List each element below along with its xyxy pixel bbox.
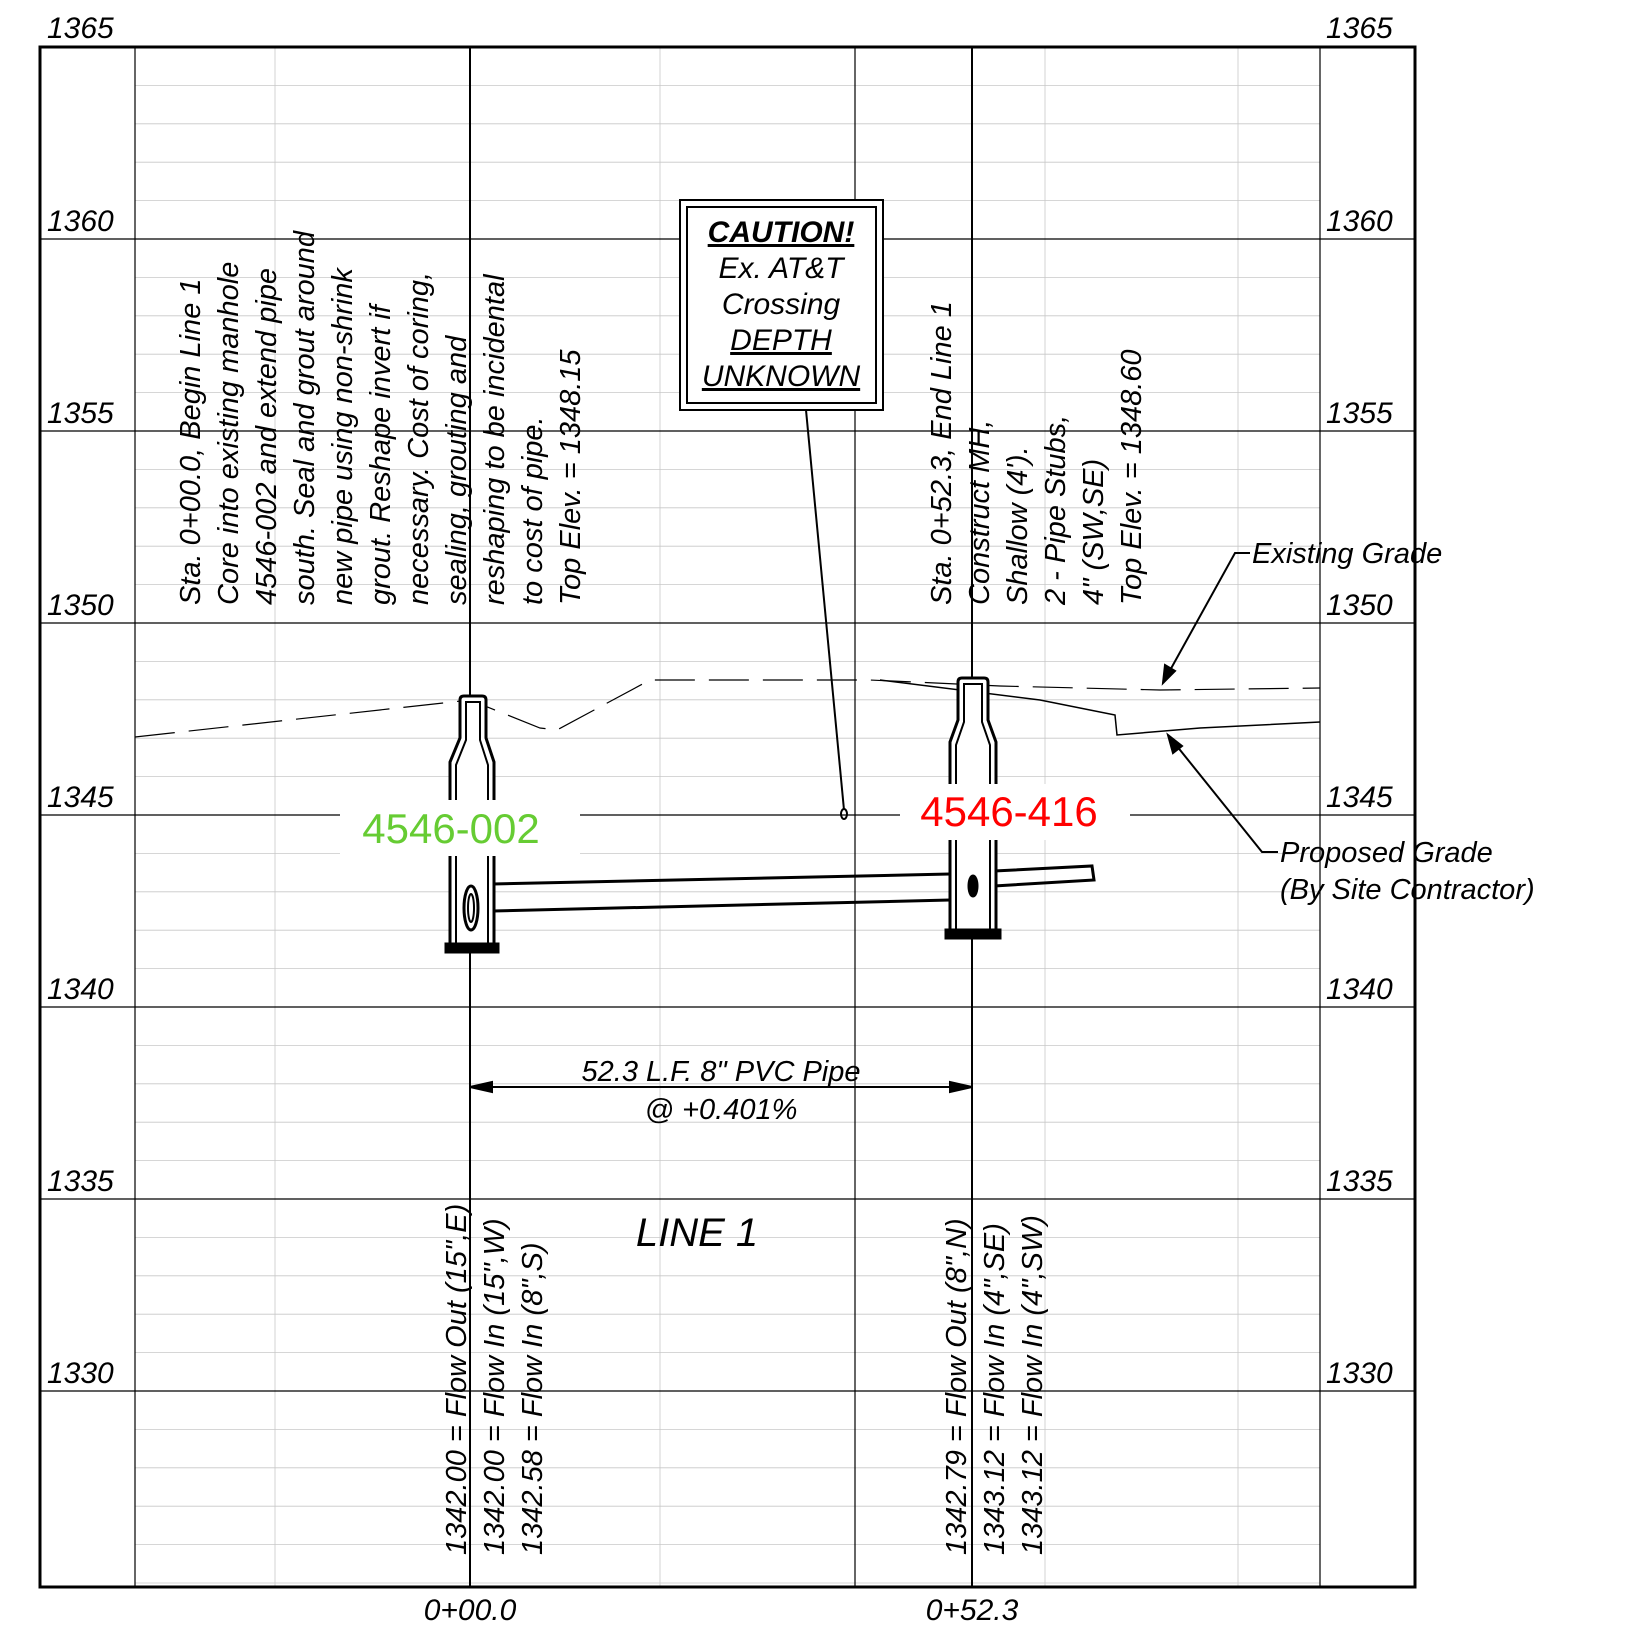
caution-title: CAUTION! [708,216,855,249]
elev-label-right-1350: 1350 [1326,589,1393,622]
end-note-line: Construct MH, [964,420,996,605]
proposed-grade-line [879,679,1321,736]
begin-note-line: new pipe using non-shrink [327,267,359,605]
elev-label-right-1355: 1355 [1326,397,1393,430]
proposed-grade-label: Proposed Grade [1280,837,1493,869]
existing-grade-callout [1161,552,1250,686]
end-note-line: Sta. 0+52.3, End Line 1 [926,301,958,605]
pipe-8in-pvc [492,864,1096,913]
new-manhole-label-bg [900,784,1130,840]
begin-note-line: south. Seal and grout around [289,230,321,605]
end-invert-labels: 1342.79 = Flow Out (8",N) 1343.12 = Flow… [941,1215,1049,1555]
caution-line: Ex. AT&T [718,252,846,285]
begin-invert-labels: 1342.00 = Flow Out (15",E) 1342.00 = Flo… [441,1204,549,1555]
elev-label-right-1340: 1340 [1326,973,1393,1006]
caution-line: DEPTH [730,324,832,357]
begin-note-line: sealing, grouting and [441,335,473,605]
new-manhole-id: 4546-416 [920,788,1098,835]
existing-manhole-label-bg [340,800,580,856]
begin-note-line: Core into existing manhole [213,262,245,605]
elev-label-1330: 1330 [47,1357,114,1390]
end-note-line: 2 - Pipe Stubs, [1040,415,1072,606]
invert-label: 1342.79 = Flow Out (8",N) [941,1218,973,1555]
end-note-line: Top Elev. = 1348.60 [1116,349,1148,605]
elev-label-1365: 1365 [47,12,114,45]
existing-grade-line [134,679,1321,738]
begin-line-note: Sta. 0+00.0, Begin Line 1 Core into exis… [175,230,587,605]
caution-line: UNKNOWN [702,360,861,393]
elev-label-right-1330: 1330 [1326,1357,1393,1390]
elevation-labels-left: 1365 1360 1355 1350 1345 1340 1335 1330 [47,12,114,1390]
pipe-dimension [469,1080,973,1094]
end-note-line: Shallow (4'). [1002,446,1034,605]
elev-label-right-1335: 1335 [1326,1165,1393,1198]
elev-label-1345: 1345 [47,781,114,814]
elev-label-1355: 1355 [47,397,114,430]
invert-label: 1342.00 = Flow In (15",W) [479,1218,511,1555]
proposed-grade-callout [1166,732,1278,853]
elev-label-1340: 1340 [47,973,114,1006]
caution-line: Crossing [722,288,841,321]
drawing-frame [38,45,1417,1589]
begin-note-line: necessary. Cost of coring, [403,272,435,605]
elev-label-1360: 1360 [47,205,114,238]
caution-leader-line [805,409,845,811]
elev-label-right-1365: 1365 [1326,12,1393,45]
invert-label: 1342.00 = Flow Out (15",E) [441,1204,473,1555]
pipe-slope-label: @ +0.401% [645,1094,798,1126]
invert-label: 1343.12 = Flow In (4",SE) [979,1223,1011,1555]
invert-label: 1342.58 = Flow In (8",S) [517,1242,549,1555]
caution-box: CAUTION! Ex. AT&T Crossing DEPTH UNKNOWN [679,199,884,411]
pipe-length-label: 52.3 L.F. 8" PVC Pipe [582,1056,861,1088]
elev-label-right-1360: 1360 [1326,205,1393,238]
elev-label-1350: 1350 [47,589,114,622]
line-name-label: LINE 1 [636,1211,758,1255]
begin-note-line: Sta. 0+00.0, Begin Line 1 [175,278,207,605]
existing-grade-label: Existing Grade [1252,538,1442,570]
begin-note-line: 4546-002 and extend pipe [251,268,283,605]
elevation-labels-right: 1365 1360 1355 1350 1345 1340 1335 1330 [1326,12,1393,1390]
station-label-end: 0+52.3 [926,1594,1019,1626]
begin-note-line: Top Elev. = 1348.15 [555,349,587,605]
station-label-begin: 0+00.0 [424,1594,517,1626]
utility-crossing-marker [840,808,848,820]
proposed-grade-label-2: (By Site Contractor) [1280,874,1535,906]
existing-manhole-id: 4546-002 [362,805,540,852]
end-line-note: Sta. 0+52.3, End Line 1 Construct MH, Sh… [926,301,1148,606]
end-note-line: 4" (SW,SE) [1078,459,1110,605]
elev-label-1335: 1335 [47,1165,114,1198]
begin-note-line: reshaping to be incidental [479,273,511,605]
begin-note-line: grout. Reshape invert if [365,302,397,605]
elev-label-right-1345: 1345 [1326,781,1393,814]
begin-note-line: to cost of pipe. [517,416,549,605]
invert-label: 1343.12 = Flow In (4",SW) [1017,1215,1049,1555]
